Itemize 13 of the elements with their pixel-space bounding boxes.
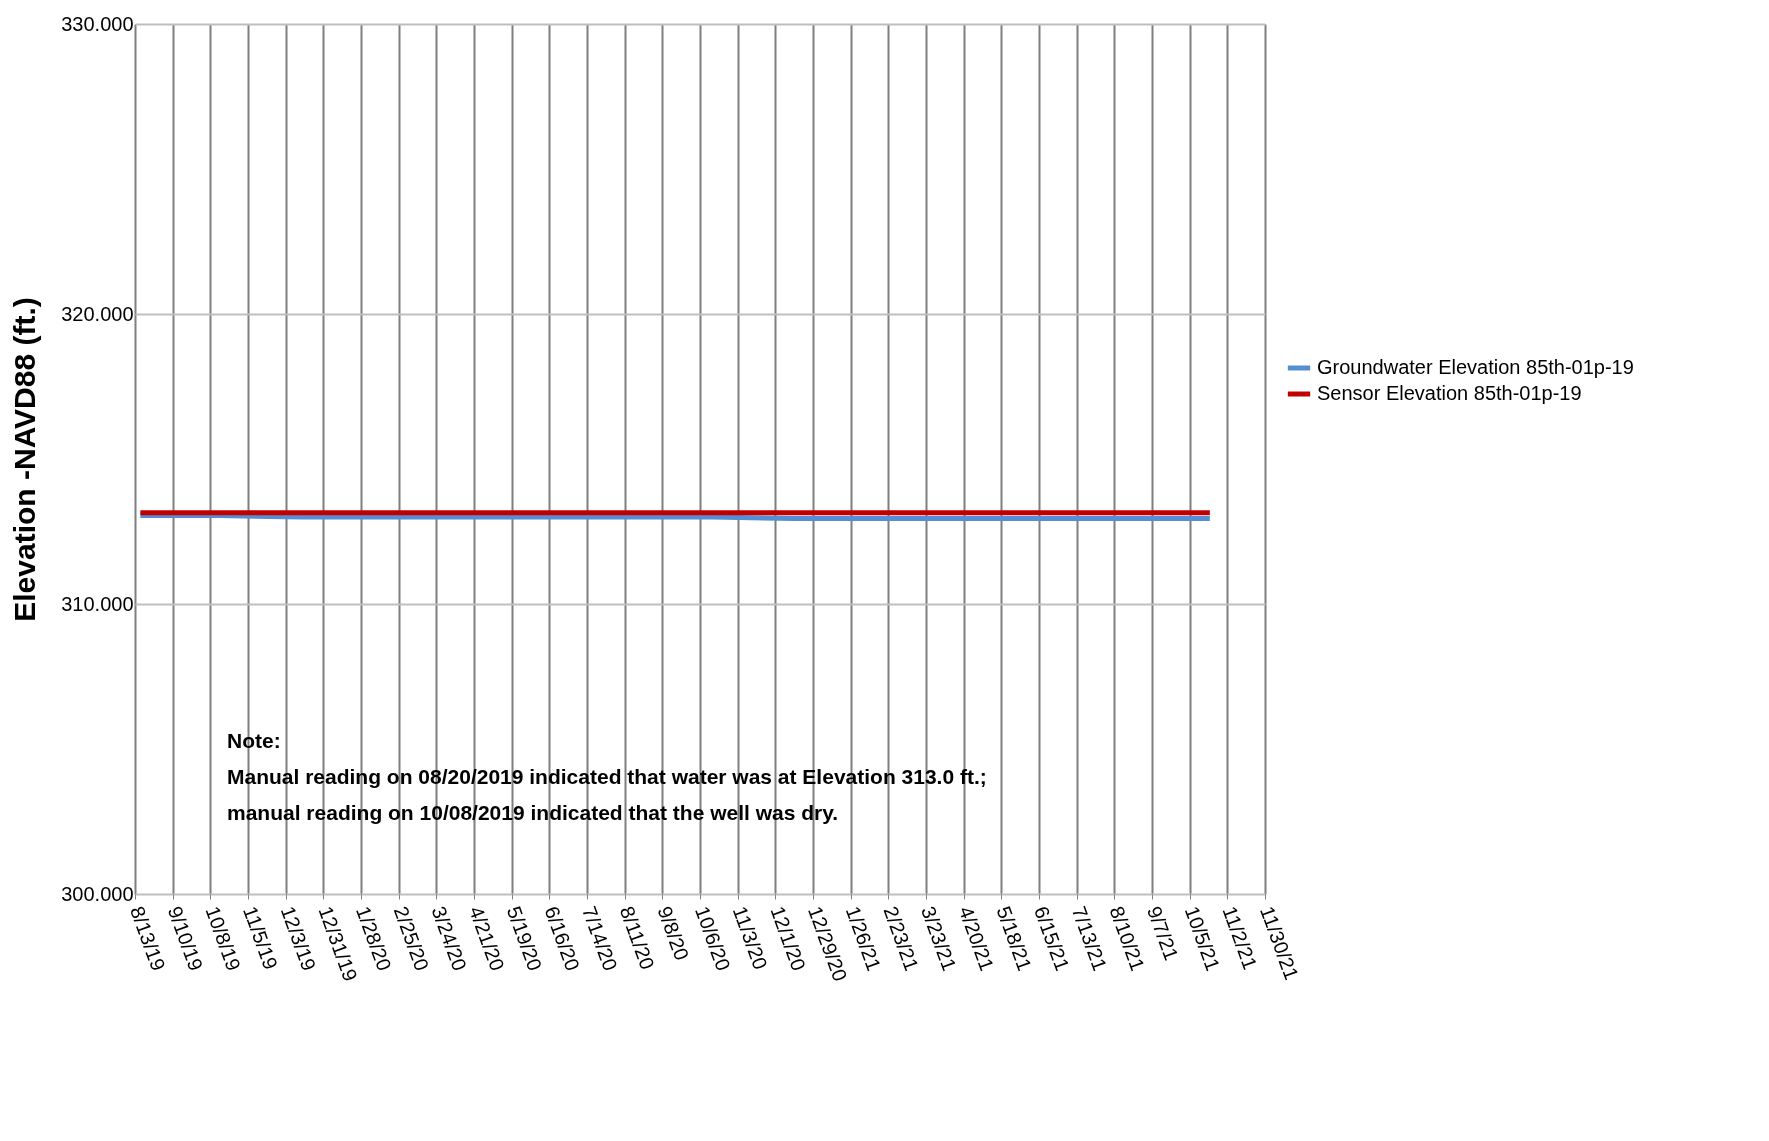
legend-label: Sensor Elevation 85th-01p-19 — [1317, 382, 1582, 404]
y-tick-label: 320.000 — [61, 302, 134, 325]
x-tick-label: 9/8/20 — [653, 903, 694, 964]
y-tick-label: 330.000 — [61, 12, 134, 35]
y-axis-title: Elevation -NAVD88 (ft.) — [8, 297, 42, 622]
annotation: manual reading on 10/08/2019 indicated that the well was dry. — [227, 800, 839, 824]
legend-label: Groundwater Elevation 85th-01p-19 — [1317, 356, 1634, 378]
x-tick-label: 3/23/21 — [917, 903, 961, 974]
y-tick-label: 310.000 — [61, 592, 134, 615]
x-tick-label: 3/24/20 — [427, 903, 471, 974]
annotation: Note: — [227, 728, 281, 752]
y-tick-label: 300.000 — [61, 882, 134, 905]
annotation: Manual reading on 08/20/2019 indicated that water was at Elevation 313.0 ft.; — [227, 764, 987, 788]
